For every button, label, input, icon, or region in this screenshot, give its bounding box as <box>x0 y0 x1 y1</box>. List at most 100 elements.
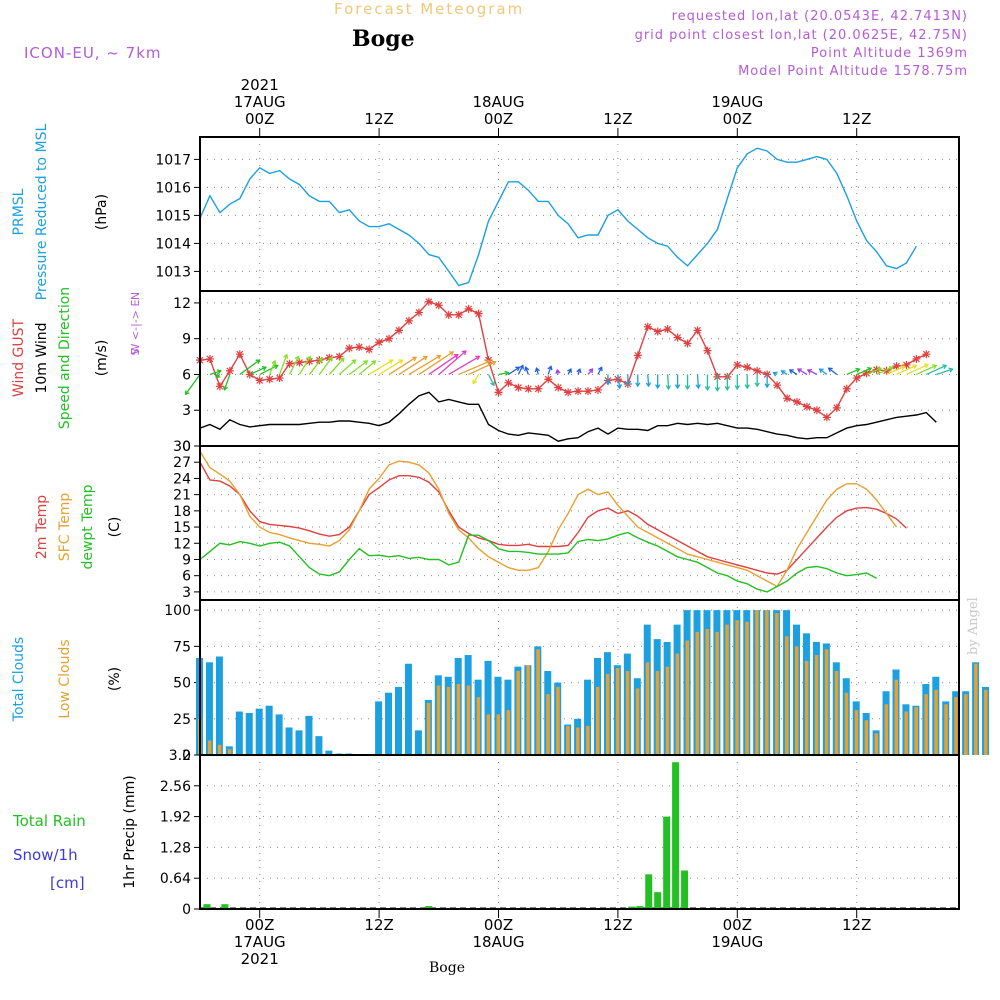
wind-vector <box>448 355 480 376</box>
wind-vector <box>876 366 894 376</box>
total-cloud-bar <box>484 660 492 755</box>
wind-vector-head <box>283 353 289 359</box>
compass-we: W <-|-> E <box>129 300 142 355</box>
wind-vector-head <box>371 360 377 365</box>
gust-marker <box>414 308 423 317</box>
wind-vector <box>886 365 905 376</box>
gust-marker <box>225 366 234 375</box>
gust-marker <box>882 366 891 375</box>
gust-marker <box>703 346 712 355</box>
gust-marker <box>434 301 443 310</box>
wind-vector <box>378 359 403 376</box>
low-cloud-bar <box>745 621 749 755</box>
snow-label: Snow/1h <box>13 846 78 864</box>
temp-axis-label-text: (C) <box>107 517 123 538</box>
low-cloud-bar <box>506 710 510 755</box>
wind-vector-head <box>255 359 261 365</box>
temperature-ytick-label: 18 <box>173 504 191 520</box>
gust-marker <box>892 362 901 371</box>
wind-vector <box>696 374 700 389</box>
gust-marker <box>305 357 314 366</box>
low-cloud-bar <box>725 624 729 755</box>
wind-vector-head <box>597 366 603 372</box>
grid-point-coordinates: grid point closest lon,lat (20.0625E, 42… <box>634 28 968 43</box>
low-cloud-bar <box>924 694 928 755</box>
temperature-ytick-label: 30 <box>173 439 191 455</box>
gust-marker <box>663 325 672 334</box>
bottom-time-label: 00Z <box>484 916 513 934</box>
series-sfc-temp <box>199 451 898 588</box>
bottom-time-label: 12Z <box>603 916 632 934</box>
total-cloud-bar <box>205 662 213 755</box>
wind-vector <box>239 359 260 375</box>
wind-ytick-label: 9 <box>182 332 191 348</box>
low-cloud-bar <box>755 610 759 755</box>
bottom-time-label: 18AUG <box>473 933 525 951</box>
requested-coordinates: requested lon,lat (20.0543E, 42.7413N) <box>671 9 968 24</box>
wind-vector-head <box>547 365 553 371</box>
gust-marker <box>683 339 692 348</box>
bottom-time-label: 12Z <box>364 916 393 934</box>
wind-vector <box>617 374 621 389</box>
wind-vector <box>368 359 393 376</box>
wind-vector-head <box>827 367 833 373</box>
wind-vector-head <box>461 350 467 356</box>
wind-vector-head <box>924 363 930 369</box>
temperature-ytick-label: 12 <box>173 536 191 552</box>
wind-axis-label-text: Speed and Direction <box>57 287 73 429</box>
bottom-time-label: 17AUG <box>234 933 286 951</box>
clouds-ytick-label: 100 <box>164 603 191 619</box>
wind-vector-head <box>306 355 312 361</box>
pressure-y-axis: 1013 1014 1015 1016 1017 <box>155 152 200 280</box>
wind-vector-head <box>216 369 222 375</box>
temperature-ytick-label: 9 <box>182 552 191 568</box>
gust-marker <box>295 358 304 367</box>
wind-vector-head <box>472 379 478 385</box>
wind-ytick-label: 12 <box>173 296 191 312</box>
top-time-label: 2021 <box>241 76 279 94</box>
gust-marker <box>385 334 394 343</box>
precipitation-ytick-label: 2.56 <box>160 779 191 795</box>
low-cloud-bar <box>944 704 948 755</box>
bottom-time-label: 00Z <box>723 916 752 934</box>
wind-vector-head <box>605 380 611 386</box>
precipitation-y-axis: 0 0.64 1.28 1.92 2.56 3.2 <box>160 748 200 918</box>
wind-vector-head <box>635 382 641 388</box>
wind-vector <box>487 374 495 386</box>
wind-vector-head <box>491 360 497 366</box>
wind-vector-head <box>754 382 760 388</box>
low-cloud-bar <box>785 636 789 755</box>
pressure-axis-label-text: Pressure Reduced to MSL <box>34 123 50 300</box>
wind-vector-head <box>328 356 333 362</box>
wind-vector-head <box>764 383 770 389</box>
wind-vector-head <box>616 384 622 390</box>
total-cloud-bar <box>325 750 333 755</box>
precipitation-grid <box>200 754 959 910</box>
low-cloud-bar <box>645 662 650 755</box>
low-cloud-bar <box>605 673 610 755</box>
snow-unit-label: [cm] <box>50 874 85 892</box>
wind-ytick-label: 3 <box>182 403 191 419</box>
low-cloud-bar <box>625 670 630 755</box>
temperature-ytick-label: 24 <box>173 471 191 487</box>
wind-vector <box>288 356 300 375</box>
wind-vector <box>185 374 201 395</box>
low-cloud-bar <box>864 720 869 755</box>
low-cloud-bar <box>207 740 212 755</box>
gust-marker <box>514 383 523 392</box>
low-cloud-bar <box>426 702 431 755</box>
wind-vector <box>428 354 459 375</box>
clouds-axis-label-text: Low Clouds <box>57 639 73 718</box>
rain-bar <box>628 906 636 909</box>
total-cloud-bar <box>385 692 393 755</box>
low-cloud-bar <box>546 694 550 755</box>
wind-vector-head <box>788 369 794 374</box>
low-cloud-bar <box>227 749 232 755</box>
gust-marker <box>862 369 871 378</box>
wind-vector <box>318 356 333 375</box>
gust-marker <box>773 381 782 390</box>
rain-bar <box>221 904 229 909</box>
wind-vector-head <box>855 367 861 373</box>
compass-n: N <box>129 292 142 300</box>
gust-marker <box>653 327 662 336</box>
